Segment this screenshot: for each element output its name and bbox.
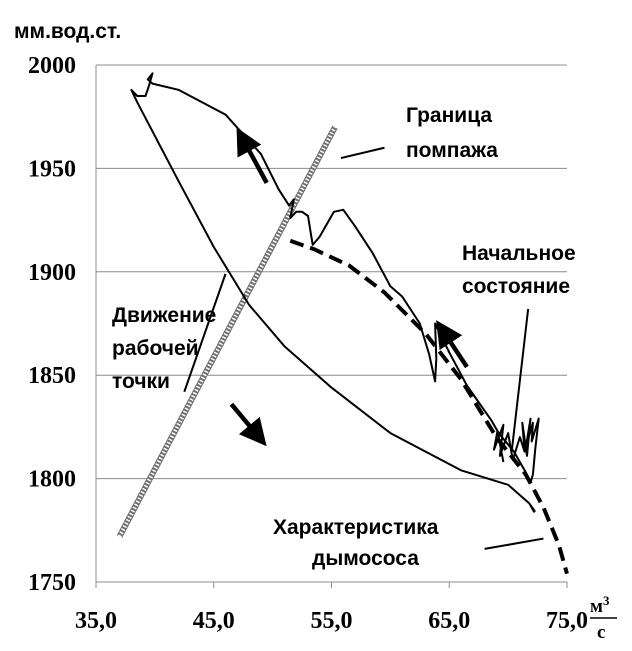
annotation-initial-line1: Начальное — [462, 242, 576, 265]
annotation-initial-line2: состояние — [462, 275, 570, 298]
surge-boundary-hatch — [117, 126, 337, 538]
y-tick-label: 1750 — [28, 570, 76, 596]
arrow-up-left-1 — [236, 127, 269, 184]
y-tick-label: 1950 — [28, 156, 76, 182]
x-tick-label: 55,0 — [311, 608, 353, 634]
series-group — [116, 72, 569, 575]
x-axis-unit: м3 с — [590, 593, 617, 643]
annotation-surge-line2: помпажа — [406, 139, 498, 162]
x-tick-label: 75,0 — [546, 608, 588, 634]
x-tick-label: 65,0 — [428, 608, 470, 634]
leader-movement — [183, 273, 227, 393]
y-tick-label: 2000 — [28, 53, 76, 79]
y-tick-label: 1850 — [28, 363, 76, 389]
annotation-surge-line1: Граница — [406, 104, 492, 127]
svg-text:м3: м3 — [590, 593, 610, 617]
annotation-leaders — [183, 146, 544, 550]
x-unit-sup: 3 — [603, 593, 610, 608]
fan-characteristic-line — [289, 238, 569, 575]
operating-point-trajectory — [130, 72, 540, 513]
axes: 35,0 45,0 55,0 65,0 75,0 — [75, 65, 588, 634]
annotation-movement-line3: точки — [112, 370, 170, 393]
leader-fan — [484, 537, 544, 550]
annotation-fan-line1: Характеристика — [273, 516, 439, 539]
annotation-movement-line1: Движение — [112, 304, 216, 327]
y-tick-label: 1800 — [28, 467, 76, 493]
x-tick-label: 35,0 — [75, 608, 117, 634]
direction-arrows — [229, 127, 469, 447]
x-unit-numerator: м — [590, 596, 603, 617]
annotation-movement-line2: рабочей — [112, 337, 199, 360]
arrow-down-right — [229, 402, 267, 447]
x-tick-label: 45,0 — [193, 608, 235, 634]
grid: 1750 1800 1850 1900 1950 2000 — [28, 53, 567, 596]
y-axis-label: мм.вод.ст. — [14, 20, 121, 43]
annotations: Граница помпажа Начальное состояние Движ… — [112, 104, 576, 570]
arrow-up-left-2 — [436, 320, 469, 369]
leader-initial — [510, 308, 530, 452]
annotation-fan-line2: дымососа — [312, 547, 419, 570]
leader-surge — [340, 146, 385, 160]
x-unit-denominator: с — [597, 622, 605, 643]
y-tick-label: 1900 — [28, 260, 76, 286]
